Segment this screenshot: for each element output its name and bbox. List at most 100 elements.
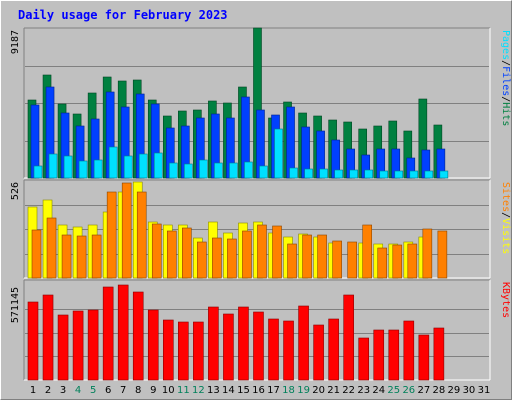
x-tick-label-day-17: 17	[267, 385, 280, 396]
legend-separator: /	[500, 212, 511, 218]
x-tick-label-day-24: 24	[372, 385, 385, 396]
bar-sites-day-19	[302, 234, 312, 279]
bar-kbytes-day-19	[298, 305, 309, 381]
bar-pages-day-20	[319, 168, 328, 179]
bar-sites-day-2	[46, 217, 57, 279]
bar-pages-day-13	[214, 162, 223, 179]
bar-pages-day-25	[394, 170, 404, 179]
bar-kbytes-day-20	[313, 324, 324, 381]
bar-sites-day-22	[347, 241, 357, 279]
bar-pages-day-16	[259, 165, 268, 179]
bar-pages-day-22	[349, 169, 358, 179]
legend-separator: /	[500, 60, 511, 66]
bar-pages-day-1	[33, 165, 43, 179]
bar-kbytes-day-23	[358, 337, 370, 381]
y-max-label: 526	[10, 182, 21, 200]
bar-kbytes-day-1	[27, 301, 39, 381]
x-tick-label-day-1: 1	[30, 385, 36, 396]
x-tick-label-day-28: 28	[433, 385, 446, 396]
bar-sites-day-15	[242, 230, 252, 279]
bar-pages-day-28	[439, 170, 449, 179]
x-tick-label-day-4: 4	[75, 385, 81, 396]
x-tick-label-day-14: 14	[222, 385, 235, 396]
x-tick-label-day-13: 13	[207, 385, 220, 396]
bar-kbytes-day-4	[72, 310, 84, 381]
y-max-label: 9187	[10, 30, 21, 54]
bar-kbytes-day-24	[373, 329, 385, 381]
bar-sites-day-11	[182, 227, 192, 279]
bar-sites-day-16	[257, 224, 267, 279]
x-tick-label-day-5: 5	[90, 385, 96, 396]
bar-sites-day-24	[377, 247, 388, 279]
bar-kbytes-day-5	[87, 309, 99, 381]
bar-sites-day-27	[422, 228, 433, 279]
legend-item-hits: Hits	[500, 102, 511, 126]
bar-sites-day-28	[437, 230, 448, 279]
bar-kbytes-day-15	[238, 306, 249, 381]
bar-kbytes-day-26	[403, 320, 415, 381]
x-tick-label-day-10: 10	[162, 385, 175, 396]
bar-pages-day-7	[123, 155, 133, 179]
bar-pages-day-27	[424, 170, 434, 179]
legend-hits: Pages/Files/Hits	[500, 30, 511, 126]
bar-sites-day-9	[151, 223, 162, 279]
bar-sites-day-7	[121, 182, 132, 279]
bar-sites-day-25	[392, 244, 403, 279]
x-axis-labels: 1 2 3 4 5 6 7 8 9 10 11 12 13 14 15 16 17 18 19 20 21 22 23 24 2…	[30, 385, 491, 396]
x-tick-label-day-31: 31	[478, 385, 491, 396]
x-tick-label-day-23: 23	[357, 385, 370, 396]
bar-kbytes-day-28	[433, 327, 445, 381]
bar-pages-day-19	[304, 168, 313, 179]
bar-pages-day-12	[199, 159, 208, 179]
bar-pages-day-2	[48, 153, 58, 179]
bar-kbytes-day-6	[102, 286, 114, 381]
bar-pages-day-10	[168, 162, 178, 179]
x-tick-label-day-30: 30	[463, 385, 476, 396]
x-tick-label-day-18: 18	[282, 385, 295, 396]
x-tick-label-day-21: 21	[327, 385, 340, 396]
x-tick-label-day-29: 29	[448, 385, 461, 396]
bar-sites-day-26	[407, 243, 418, 279]
bar-sites-day-17	[272, 225, 282, 279]
bar-kbytes-day-18	[283, 320, 294, 381]
bar-kbytes-day-8	[132, 291, 144, 381]
bar-pages-day-9	[153, 152, 163, 179]
bar-pages-day-3	[63, 155, 73, 179]
bar-kbytes-day-11	[178, 321, 189, 381]
bar-pages-day-15	[244, 161, 253, 179]
bar-kbytes-day-12	[193, 321, 204, 381]
x-tick-label-day-8: 8	[135, 385, 141, 396]
x-tick-label-day-25: 25	[387, 385, 400, 396]
bar-kbytes-day-2	[42, 294, 54, 381]
x-tick-label-day-3: 3	[60, 385, 66, 396]
bar-sites-day-18	[287, 243, 297, 279]
x-tick-label-day-20: 20	[312, 385, 325, 396]
bar-sites-day-14	[227, 238, 237, 279]
bar-kbytes-day-13	[208, 306, 219, 381]
legend-item-pages: Pages	[500, 30, 511, 60]
bar-pages-day-14	[229, 162, 238, 179]
legend-item-kbytes: KBytes	[500, 282, 511, 318]
bar-pages-day-17	[274, 128, 283, 179]
bar-sites-day-1	[31, 229, 42, 279]
bar-sites-day-10	[166, 230, 177, 279]
bar-sites-day-3	[61, 234, 72, 279]
bar-kbytes-day-16	[253, 311, 264, 381]
bar-kbytes-day-7	[117, 284, 129, 381]
bar-pages-day-18	[289, 167, 298, 179]
bar-kbytes-day-25	[388, 329, 400, 381]
bar-sites-day-4	[76, 235, 87, 279]
bar-sites-day-8	[136, 191, 147, 279]
x-tick-label-day-12: 12	[192, 385, 205, 396]
x-tick-label-day-19: 19	[297, 385, 310, 396]
bar-sites-day-5	[91, 234, 102, 279]
legend-item-files: Files	[500, 66, 511, 96]
legend-visits: Sites/Visits	[500, 182, 511, 254]
x-tick-label-day-16: 16	[252, 385, 265, 396]
legend-kbytes: KBytes	[500, 282, 511, 318]
x-tick-label-day-6: 6	[105, 385, 111, 396]
bar-sites-day-23	[362, 224, 373, 279]
bar-kbytes-day-14	[223, 313, 234, 381]
bar-kbytes-day-27	[418, 334, 430, 381]
bar-pages-day-11	[184, 163, 193, 179]
